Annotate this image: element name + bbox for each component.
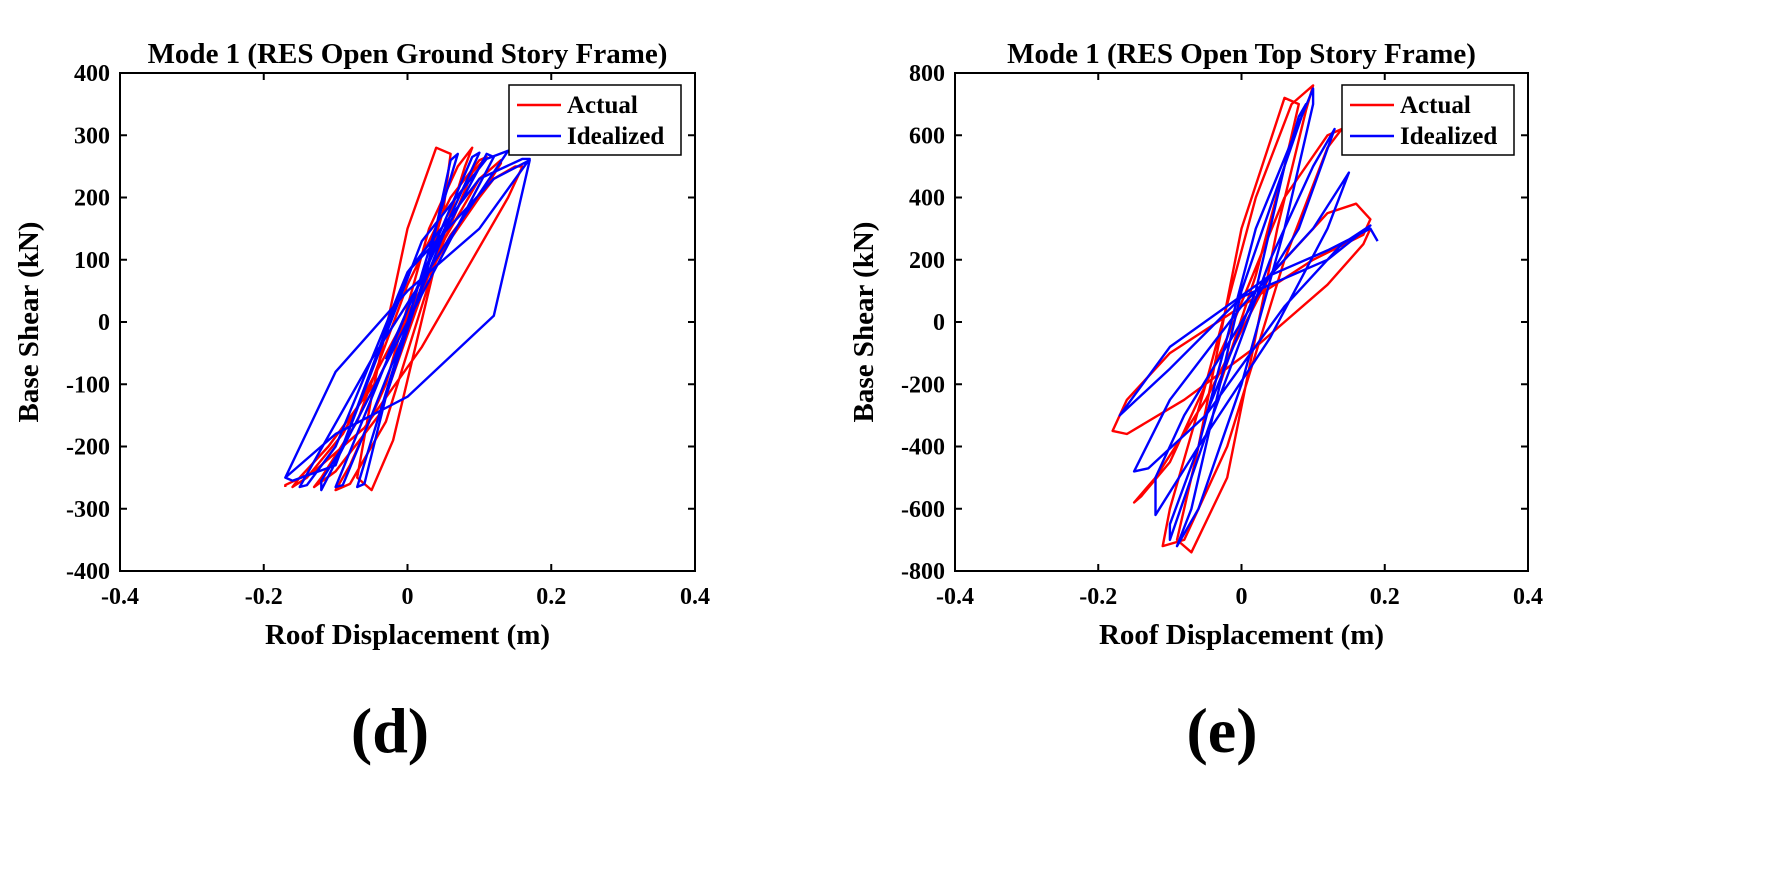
- x-tick-label: 0: [402, 584, 414, 610]
- y-axis-label: Base Shear (kN): [848, 222, 880, 423]
- panel-caption: (e): [1186, 695, 1257, 766]
- x-tick-label: 0.2: [536, 584, 566, 610]
- x-tick-label: 0.2: [1370, 584, 1400, 610]
- legend-label-actual: Actual: [1400, 92, 1471, 119]
- chart-panel-e: Mode 1 (RES Open Top Story Frame) -0.4 -0.…: [848, 38, 1543, 766]
- series-line-idealized: [1118, 87, 1379, 548]
- y-tick-label: 0: [933, 310, 945, 336]
- y-tick-label: -600: [901, 497, 945, 523]
- y-tick-label: 0: [98, 310, 110, 336]
- legend-box: [1341, 84, 1515, 156]
- x-axis-label: Roof Displacement (m): [1099, 619, 1384, 651]
- y-tick-label: 200: [909, 248, 945, 274]
- y-tick-label: -300: [66, 497, 110, 523]
- series-line-actual: [1111, 84, 1372, 554]
- x-tick-label: 0.4: [1513, 584, 1543, 610]
- chart-title: Mode 1 (RES Open Ground Story Frame): [148, 38, 668, 70]
- y-tick-label: -200: [66, 435, 110, 461]
- legend-label-idealized: Idealized: [1400, 123, 1497, 150]
- y-tick-label: -400: [66, 559, 110, 585]
- y-tick-label: 800: [909, 61, 945, 87]
- chart-panel-d: Mode 1 (RES Open Ground Story Frame) -0.4…: [13, 38, 710, 766]
- series-line-idealized: [284, 149, 531, 492]
- legend-label-idealized: Idealized: [567, 123, 664, 150]
- y-tick-label: 200: [74, 186, 110, 212]
- x-tick-label: 0: [1236, 584, 1248, 610]
- legend-box: [508, 84, 682, 156]
- y-tick-label: 400: [74, 61, 110, 87]
- chart-title: Mode 1 (RES Open Top Story Frame): [1007, 38, 1476, 70]
- x-tick-label: -0.4: [101, 584, 139, 610]
- y-tick-label: 600: [909, 123, 945, 149]
- x-axis-label: Roof Displacement (m): [265, 619, 550, 651]
- y-tick-label: 300: [74, 123, 110, 149]
- x-tick-label: -0.2: [1079, 584, 1117, 610]
- y-tick-label: -400: [901, 435, 945, 461]
- legend-label-actual: Actual: [567, 92, 638, 119]
- x-tick-label: -0.4: [936, 584, 974, 610]
- y-tick-label: -200: [901, 372, 945, 398]
- y-axis-label: Base Shear (kN): [13, 222, 45, 423]
- y-tick-label: 400: [909, 186, 945, 212]
- y-tick-label: -100: [66, 372, 110, 398]
- x-tick-label: -0.2: [245, 584, 283, 610]
- panel-caption: (d): [351, 695, 429, 766]
- y-tick-label: -800: [901, 559, 945, 585]
- x-tick-label: 0.4: [680, 584, 710, 610]
- y-tick-label: 100: [74, 248, 110, 274]
